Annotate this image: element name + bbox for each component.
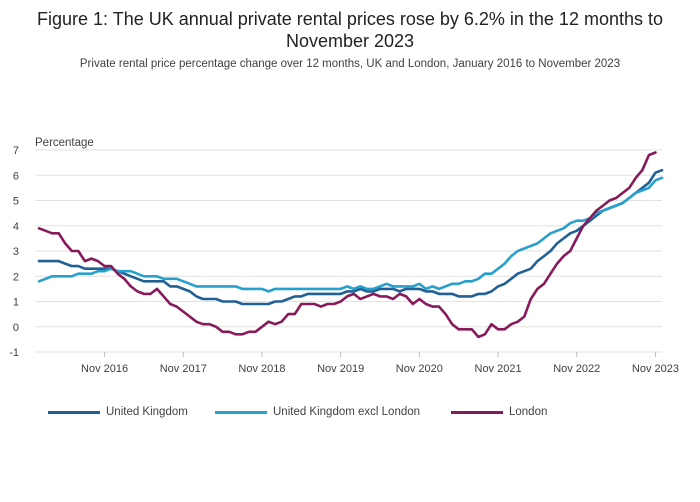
y-axis-label: Percentage xyxy=(35,137,94,149)
x-tick-label: Nov 2018 xyxy=(238,363,285,375)
chart-subtitle: Private rental price percentage change o… xyxy=(79,58,621,70)
legend-item: London xyxy=(451,406,547,418)
y-tick-label: 5 xyxy=(13,196,19,208)
y-tick-label: 7 xyxy=(13,145,19,157)
series-line-united-kingdom xyxy=(37,168,664,306)
x-tick-label: Nov 2021 xyxy=(475,363,522,375)
y-tick-label: 4 xyxy=(13,221,19,233)
legend-swatch xyxy=(451,410,503,414)
x-tick-label: Nov 2023 xyxy=(632,363,679,375)
legend-label: United Kingdom xyxy=(106,406,188,418)
gridlines xyxy=(35,149,662,353)
series-line-london xyxy=(37,151,657,339)
legend-label: United Kingdom excl London xyxy=(273,406,421,418)
y-tick-label: 0 xyxy=(13,322,19,334)
y-tick-label: 1 xyxy=(13,297,19,309)
series-lines xyxy=(37,151,664,339)
x-tick-label: Nov 2016 xyxy=(81,363,128,375)
x-tick-label: Nov 2017 xyxy=(160,363,207,375)
x-tick-label: Nov 2019 xyxy=(317,363,364,375)
legend-item: United Kingdom xyxy=(48,406,188,418)
legend-swatch xyxy=(48,410,100,414)
legend-item: United Kingdom excl London xyxy=(215,406,420,418)
series-line-united-kingdom-excl-london xyxy=(37,176,664,293)
y-tick-label: 3 xyxy=(13,246,19,258)
y-tick-label: 2 xyxy=(13,271,19,283)
y-tick-label: 6 xyxy=(13,170,19,182)
legend: United Kingdom United Kingdom excl London… xyxy=(0,406,700,428)
x-tick-label: Nov 2020 xyxy=(396,363,443,375)
x-axis-ticks: Nov 2016 Nov 2017 Nov 2018 Nov 2019 Nov 2020… xyxy=(81,352,679,375)
y-axis-ticks: -1 0 1 2 3 4 5 6 7 xyxy=(9,145,19,359)
legend-label: London xyxy=(509,406,548,418)
legend-swatch xyxy=(215,410,267,414)
y-tick-label: -1 xyxy=(9,347,19,359)
x-tick-label: Nov 2022 xyxy=(553,363,600,375)
chart-title: Figure 1: The UK annual private rental p… xyxy=(36,9,663,51)
